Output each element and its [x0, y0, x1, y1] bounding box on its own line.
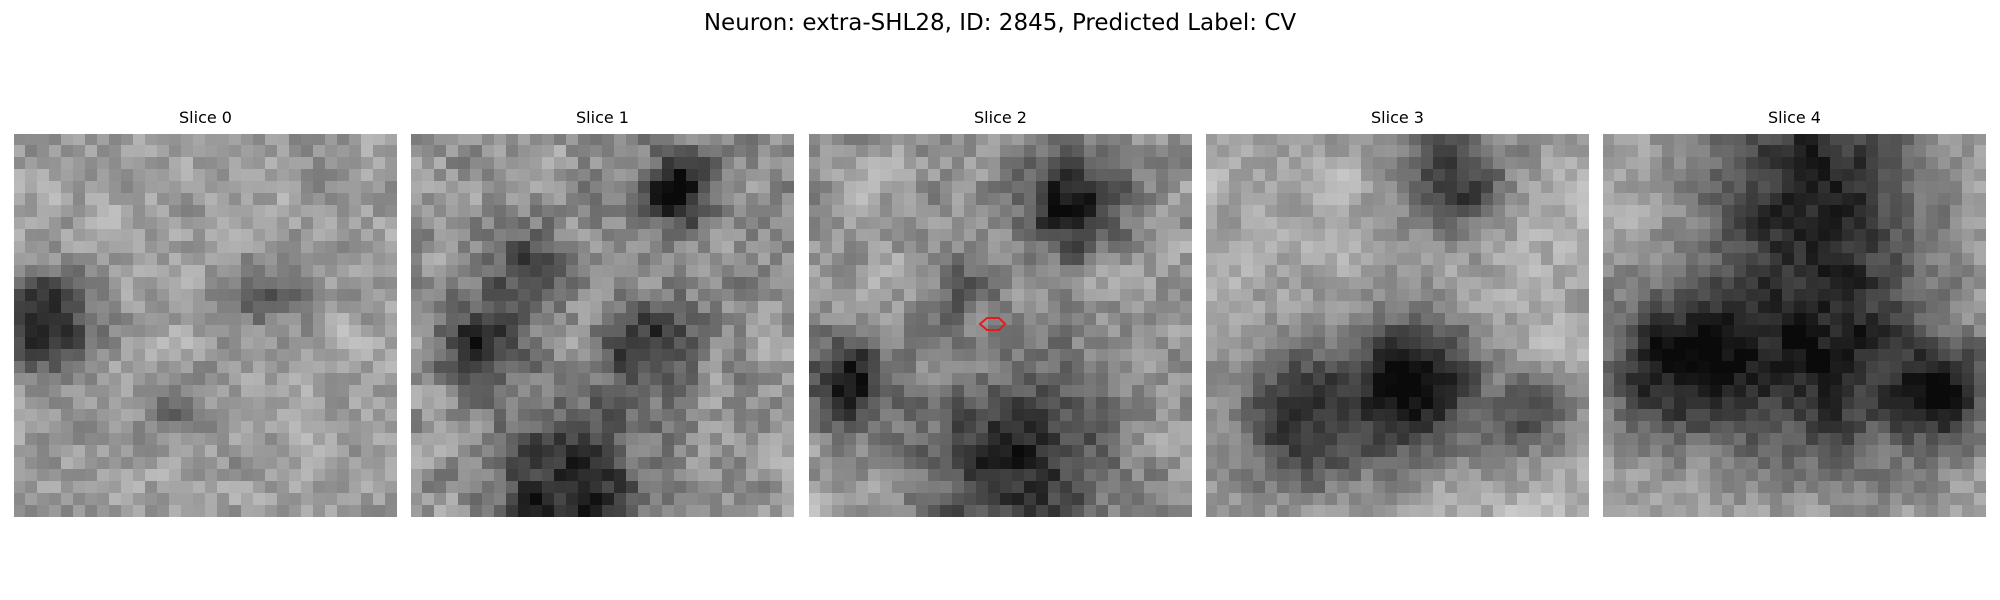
slice-title: Slice 2 — [974, 108, 1027, 127]
slice-panel-3: Slice 3 — [1206, 107, 1589, 517]
slice-image — [1206, 134, 1589, 517]
slice-image — [411, 134, 794, 517]
slice-title: Slice 4 — [1768, 108, 1821, 127]
slice-image — [809, 134, 1192, 517]
slice-panel-0: Slice 0 — [14, 107, 397, 517]
slice-image — [1603, 134, 1986, 517]
figure-title: Neuron: extra-SHL28, ID: 2845, Predicted… — [703, 10, 1297, 36]
slice-panel-2: Slice 2 — [809, 107, 1192, 517]
slice-panel-1: Slice 1 — [411, 107, 794, 517]
slice-image — [14, 134, 397, 517]
slice-title: Slice 0 — [179, 108, 232, 127]
slice-title: Slice 3 — [1371, 108, 1424, 127]
slice-panel-4: Slice 4 — [1603, 107, 1986, 517]
slice-title: Slice 1 — [576, 108, 629, 127]
